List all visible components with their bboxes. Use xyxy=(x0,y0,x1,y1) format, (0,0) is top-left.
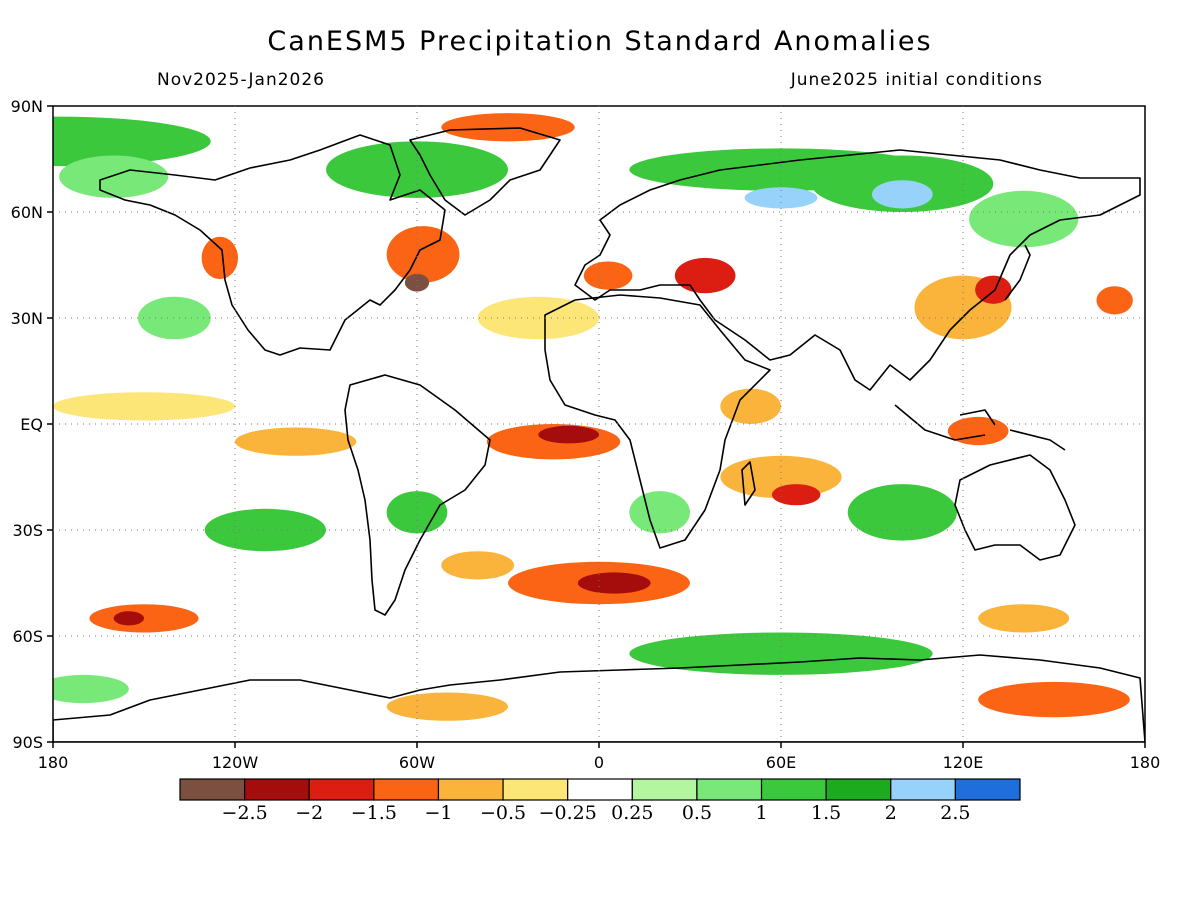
forecast-period: Nov2025-Jan2026 xyxy=(157,70,325,90)
anomaly-region xyxy=(59,155,169,198)
coastline-africa xyxy=(544,294,771,549)
coastline-greenland xyxy=(409,127,561,216)
colorbar-swatch xyxy=(890,778,956,801)
anomaly-region xyxy=(975,275,1012,304)
lat-tick-label: EQ xyxy=(20,415,43,434)
anomaly-region xyxy=(386,692,509,721)
anomaly-region xyxy=(847,484,957,541)
anomaly-region xyxy=(872,180,933,209)
anomaly-region xyxy=(386,491,448,534)
anomaly-region xyxy=(477,296,599,340)
anomaly-region xyxy=(386,226,460,283)
lat-tick-label: 90S xyxy=(12,733,43,752)
colorbar-swatch xyxy=(373,778,440,801)
lon-tick-label: 180 xyxy=(38,753,69,772)
colorbar-label: −2.5 xyxy=(222,802,268,824)
colorbar-label: 0.25 xyxy=(611,802,653,824)
anomaly-field xyxy=(53,113,1133,721)
coastline-madagascar xyxy=(741,461,756,506)
colorbar-swatch xyxy=(567,778,633,801)
anomaly-region xyxy=(234,427,357,456)
anomaly-region xyxy=(577,572,651,594)
colorbar-swatch xyxy=(825,778,892,801)
coastline-japan xyxy=(1004,244,1031,301)
colorbar-label: −0.25 xyxy=(539,802,597,824)
coastlines xyxy=(53,127,1145,742)
coastline-australia xyxy=(954,454,1076,561)
colorbar-label: 2 xyxy=(885,802,897,824)
colorbar-swatch xyxy=(308,778,375,801)
anomaly-region xyxy=(720,388,782,425)
anomaly-region xyxy=(326,141,508,198)
anomaly-region xyxy=(978,604,1070,633)
anomaly-region xyxy=(53,392,235,421)
anomaly-region xyxy=(53,116,211,167)
coastline-north-america xyxy=(99,134,446,356)
colorbar-swatch xyxy=(631,778,698,801)
anomaly-region xyxy=(201,236,239,280)
anomaly-region xyxy=(744,187,818,209)
anomaly-region xyxy=(947,416,1009,446)
anomaly-region xyxy=(1096,286,1133,315)
coastline-antarctica xyxy=(53,654,1145,742)
colorbar-label: −1 xyxy=(424,802,452,824)
colorbar-label: 1 xyxy=(755,802,767,824)
anomaly-region xyxy=(53,674,129,704)
initial-conditions: June2025 initial conditions xyxy=(790,70,1043,90)
longitude-axis: 180 120W 60W 0 60E 120E 180 xyxy=(38,742,1161,772)
colorbar-swatch xyxy=(179,778,246,801)
anomaly-region xyxy=(89,604,199,633)
lat-tick-label: 30N xyxy=(11,309,43,328)
colorbar-swatch xyxy=(696,778,763,801)
colorbar-label: −0.5 xyxy=(480,802,526,824)
anomaly-region xyxy=(441,551,515,580)
anomaly-region xyxy=(137,296,211,340)
colorbar-swatch xyxy=(437,778,504,801)
colorbar-swatch xyxy=(502,778,569,801)
colorbar-label: −1.5 xyxy=(351,802,397,824)
anomaly-region xyxy=(538,425,600,444)
anomaly-region xyxy=(629,632,933,675)
lon-tick-label: 180 xyxy=(1130,753,1161,772)
anomaly-region xyxy=(404,273,430,292)
anomaly-region xyxy=(204,508,326,552)
colorbar-label: 2.5 xyxy=(940,802,970,824)
colorbar-swatch xyxy=(760,778,827,801)
lon-tick-label: 120W xyxy=(212,753,259,772)
anomaly-region xyxy=(674,257,736,294)
anomaly-region xyxy=(113,611,144,626)
colorbar-label: −2 xyxy=(295,802,323,824)
colorbar-swatch xyxy=(244,778,310,801)
colorbar-swatch xyxy=(954,778,1021,801)
anomaly-region xyxy=(583,261,633,290)
anomaly-region xyxy=(441,113,575,142)
coastline-south-america xyxy=(344,374,491,616)
lon-tick-label: 60E xyxy=(766,753,796,772)
lat-tick-label: 90N xyxy=(11,97,43,116)
colorbar-label: 0.5 xyxy=(682,802,712,824)
lat-tick-label: 60S xyxy=(12,627,43,646)
anomaly-region xyxy=(771,484,821,506)
lon-tick-label: 0 xyxy=(594,753,604,772)
lon-tick-label: 120E xyxy=(943,753,984,772)
latitude-axis: 90N 60N 30N EQ 30S 60S 90S xyxy=(11,97,53,752)
lat-tick-label: 60N xyxy=(11,203,43,222)
anomaly-region xyxy=(969,190,1079,248)
lon-tick-label: 60W xyxy=(399,753,435,772)
coastline-eurasia xyxy=(574,149,1141,391)
coastline-indonesia xyxy=(894,404,1066,451)
lat-tick-label: 30S xyxy=(12,521,43,540)
anomaly-region xyxy=(629,491,691,534)
anomaly-region xyxy=(978,681,1130,718)
graticule xyxy=(53,106,1145,742)
colorbar: −2.5 −2 −1.5 −1 −0.5 −0.25 0.25 0.5 1 1.5 2 2.5 xyxy=(179,778,1021,824)
chart-title: CanESM5 Precipitation Standard Anomalies xyxy=(267,26,933,57)
colorbar-label: 1.5 xyxy=(811,802,841,824)
